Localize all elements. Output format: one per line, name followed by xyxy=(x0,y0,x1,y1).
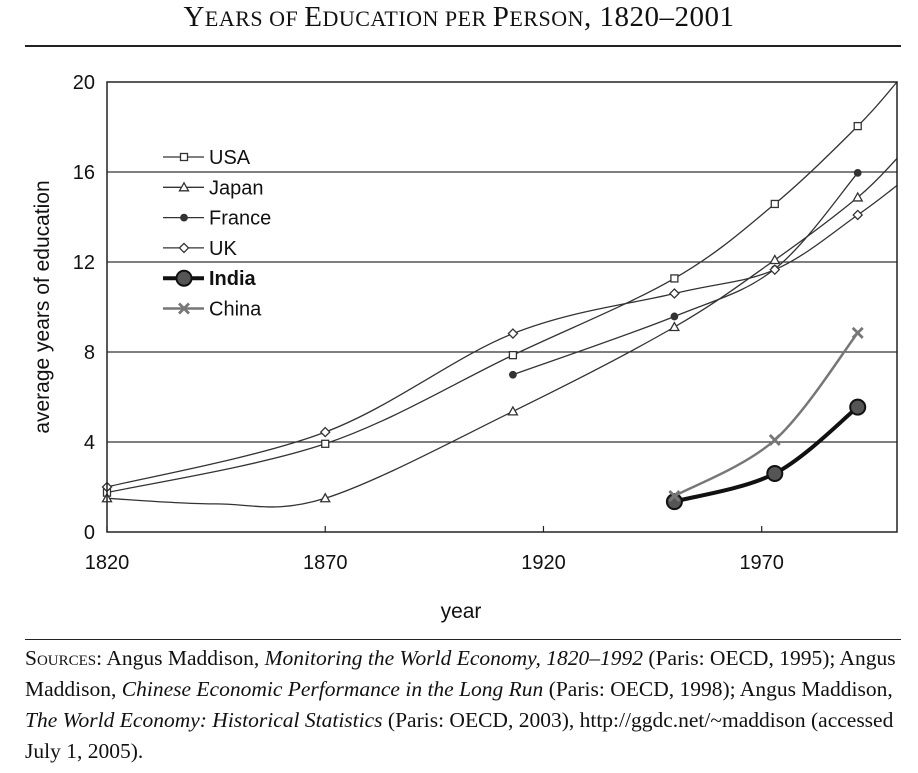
data-point-usa-1913 xyxy=(508,350,518,360)
legend-marker-france xyxy=(180,213,188,222)
data-point-usa-1973 xyxy=(770,199,779,209)
legend: USA Japan France UK India China xyxy=(163,147,271,321)
data-point-china-1973 xyxy=(768,433,781,446)
legend-marker-uk xyxy=(178,242,190,254)
series-line-france xyxy=(512,172,859,376)
series-france xyxy=(509,169,862,379)
title-part-1: EARS OF xyxy=(204,6,305,31)
data-point-france-1913 xyxy=(509,370,517,379)
legend-label-china: China xyxy=(209,299,262,321)
series-line-japan xyxy=(106,157,898,508)
series-line-india xyxy=(672,405,860,504)
data-point-usa-1870 xyxy=(321,439,330,448)
data-point-japan-1992 xyxy=(852,191,864,202)
legend-marker-india xyxy=(175,269,193,287)
legend-marker-usa xyxy=(179,152,189,162)
legend-item-japan: Japan xyxy=(163,177,264,199)
legend-item-china: China xyxy=(163,299,262,321)
sources-text-3: (Paris: OECD, 1998); Angus Maddison, xyxy=(543,677,893,701)
sources-text-4: (Paris: OECD, 2003), http://ggdc.net/~ma… xyxy=(25,708,894,763)
title-rule xyxy=(25,45,901,47)
data-point-china-1992 xyxy=(851,326,864,339)
legend-marker-japan xyxy=(178,181,190,192)
y-axis-label: average years of education xyxy=(31,180,54,433)
title-initial-e: E xyxy=(304,1,323,33)
legend-label-usa: USA xyxy=(209,147,251,169)
line-chart: 0 4 8 12 16 20 1820 1870 1920 1970 average years … xyxy=(31,72,898,623)
data-point-france-1992 xyxy=(853,169,862,177)
legend-item-uk: UK xyxy=(163,238,237,260)
x-axis-label: year xyxy=(441,600,482,623)
legend-label-uk: UK xyxy=(209,238,237,260)
data-point-japan-1870 xyxy=(319,492,331,503)
series-usa xyxy=(102,81,898,497)
legend-label-france: France xyxy=(209,208,271,230)
y-tick-label-12: 12 xyxy=(73,252,95,274)
data-point-japan-1950 xyxy=(668,321,681,332)
sources-book-3: The World Economy: Historical Statistics xyxy=(25,708,383,732)
sources-rule xyxy=(25,639,901,640)
y-tick-label-8: 8 xyxy=(84,342,95,364)
y-tick-label-4: 4 xyxy=(84,432,95,454)
data-point-france-1950 xyxy=(670,312,679,321)
plot-frame xyxy=(106,81,898,533)
legend-item-usa: USA xyxy=(163,147,251,169)
sources-lead: Sources: xyxy=(25,646,103,670)
series-line-china xyxy=(673,331,859,498)
title-initial-p: P xyxy=(492,1,510,33)
sources-text-1: Angus Maddison, xyxy=(102,646,265,670)
series-line-usa xyxy=(106,81,898,494)
data-point-usa-1992 xyxy=(853,121,862,131)
y-tick-label-20: 20 xyxy=(73,72,95,94)
series-line-uk xyxy=(106,184,898,488)
data-point-india-1973 xyxy=(766,465,784,482)
legend-label-japan: Japan xyxy=(209,177,264,199)
data-point-uk-1913 xyxy=(507,328,519,339)
chart-title: YEARS OF EDUCATION PER PERSON, 1820–2001 xyxy=(0,0,918,36)
grid-lines xyxy=(107,171,897,443)
y-tick-label-16: 16 xyxy=(73,162,95,184)
y-tick-label-0: 0 xyxy=(84,522,95,544)
sources-note: Sources: Angus Maddison, Monitoring the … xyxy=(25,643,905,767)
data-point-usa-1950 xyxy=(670,274,679,283)
data-point-uk-1870 xyxy=(319,426,331,438)
series-china xyxy=(668,326,864,502)
x-tick-label-1970: 1970 xyxy=(739,552,784,574)
series-layer xyxy=(101,81,898,511)
x-tick-label-1820: 1820 xyxy=(85,552,130,574)
data-point-uk-1992 xyxy=(852,209,864,221)
sources-book-1: Monitoring the World Economy, 1820–1992 xyxy=(264,646,644,670)
data-point-japan-1973 xyxy=(769,254,781,265)
legend-item-india: India xyxy=(163,268,257,290)
title-part-3: ERSON xyxy=(509,6,585,31)
x-tick-label-1870: 1870 xyxy=(303,552,348,574)
tick-labels: 0 4 8 12 16 20 1820 1870 1920 1970 xyxy=(73,72,784,574)
series-uk xyxy=(101,184,898,493)
data-point-china-1950 xyxy=(668,490,681,502)
data-point-japan-1913 xyxy=(507,405,519,416)
series-india xyxy=(665,398,867,511)
legend-item-france: France xyxy=(163,208,271,230)
legend-marker-china xyxy=(178,302,190,315)
sources-book-2: Chinese Economic Performance in the Long… xyxy=(121,677,544,701)
sources-text-2: (Paris: OECD, 1995); Angus Maddison, xyxy=(25,646,896,701)
x-tick-label-1920: 1920 xyxy=(521,552,566,574)
title-suffix: , 1820–2001 xyxy=(584,1,735,33)
data-point-india-1992 xyxy=(849,398,867,416)
data-point-uk-1973 xyxy=(769,264,781,276)
title-part-2: DUCATION PER xyxy=(322,6,493,31)
title-initial-y: Y xyxy=(183,1,205,33)
data-point-uk-1950 xyxy=(668,288,680,299)
legend-label-india: India xyxy=(209,268,257,290)
